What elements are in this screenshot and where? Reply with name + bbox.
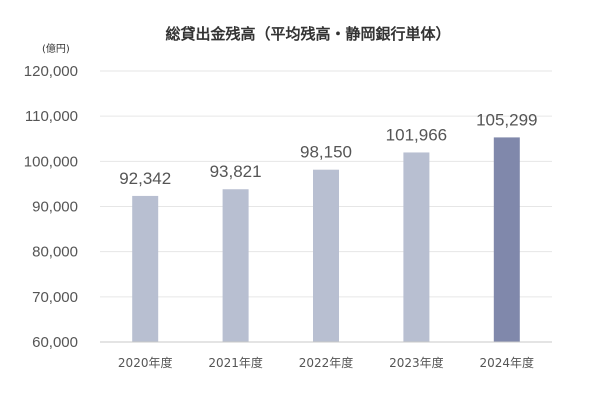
data-labels: 92,342 93,821 98,150 101,966 105,299 (119, 110, 537, 188)
x-tick-label: 2022年度 (299, 355, 354, 370)
x-tick-label: 2023年度 (389, 355, 444, 370)
bar (493, 137, 520, 342)
data-label: 93,821 (210, 162, 262, 181)
unit-label: (億円) (42, 42, 70, 55)
y-tick-label: 110,000 (25, 108, 78, 125)
y-tick-label: 100,000 (24, 153, 78, 170)
x-tick-label: 2024年度 (480, 355, 535, 370)
x-tick-label: 2020年度 (118, 355, 173, 370)
data-label: 98,150 (300, 143, 352, 162)
bar (403, 152, 430, 342)
chart-title: 総貸出金残高（平均残高・静岡銀行単体） (165, 25, 450, 43)
x-tick-label: 2021年度 (208, 355, 263, 370)
y-tick-label: 80,000 (32, 244, 78, 261)
y-tick-label: 70,000 (32, 289, 78, 306)
x-axis: 2020年度 2021年度 2022年度 2023年度 2024年度 (100, 341, 552, 370)
bar (313, 169, 339, 342)
bar (222, 189, 249, 342)
bars (132, 137, 520, 342)
y-axis: 60,000 70,000 80,000 90,000 100,000 110,000 12… (24, 63, 78, 351)
y-tick-label: 60,000 (32, 334, 78, 351)
y-tick-label: 120,000 (24, 63, 78, 80)
data-label: 92,342 (119, 169, 171, 188)
data-label: 101,966 (386, 125, 447, 144)
y-tick-label: 90,000 (32, 199, 78, 216)
data-label: 105,299 (476, 110, 537, 129)
bar (132, 195, 159, 342)
